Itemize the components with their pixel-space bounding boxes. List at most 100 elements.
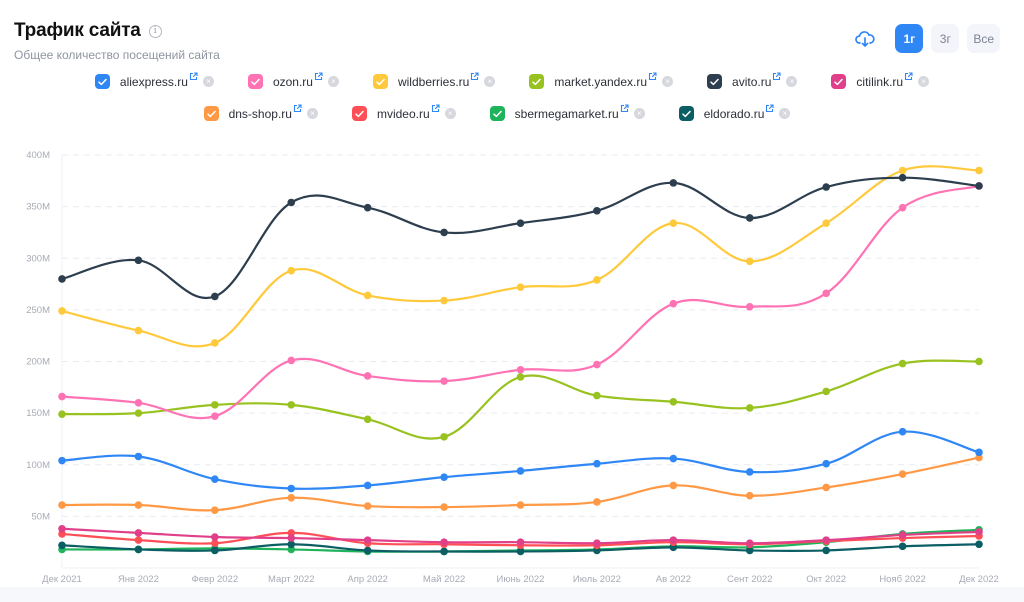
external-link-icon[interactable]	[904, 68, 913, 86]
remove-icon[interactable]: ×	[327, 76, 339, 87]
checkmark-icon	[251, 78, 260, 85]
checkmark-icon	[355, 110, 364, 117]
x-tick-label: Ав 2022	[656, 574, 691, 585]
x-tick-label: Май 2022	[423, 574, 465, 585]
remove-icon[interactable]: ×	[779, 108, 791, 119]
external-link-icon[interactable]	[431, 100, 440, 118]
data-point-citilink-ru	[287, 534, 296, 542]
legend-item: aliexpress.ru ×	[94, 72, 214, 89]
remove-icon[interactable]: ×	[662, 76, 674, 87]
data-point-market-yandex-ru	[363, 415, 372, 424]
external-link-icon[interactable]	[772, 68, 781, 86]
data-point-avito-ru	[363, 203, 372, 212]
remove-icon[interactable]: ×	[484, 76, 496, 87]
remove-icon[interactable]: ×	[786, 76, 798, 87]
legend-label[interactable]: mvideo.ru	[376, 106, 430, 121]
legend-label[interactable]: aliexpress.ru	[119, 74, 188, 89]
data-point-citilink-ru	[440, 538, 448, 546]
data-point-eldorado-ru	[745, 546, 754, 555]
data-point-dns-shop-ru	[440, 503, 448, 511]
data-point-avito-ru	[58, 275, 66, 283]
data-point-avito-ru	[669, 179, 678, 187]
data-point-wildberries-ru	[58, 307, 66, 315]
data-point-market-yandex-ru	[58, 410, 66, 418]
legend-checkbox[interactable]	[707, 74, 723, 89]
data-point-ozon-ru	[822, 289, 830, 298]
legend-checkbox[interactable]	[203, 106, 219, 121]
data-point-citilink-ru	[363, 536, 372, 544]
legend-label[interactable]: dns-shop.ru	[228, 106, 292, 121]
external-link-icon[interactable]	[648, 68, 657, 86]
remove-icon[interactable]: ×	[202, 76, 214, 87]
data-point-wildberries-ru	[134, 326, 143, 335]
period-all-button[interactable]: Все	[967, 24, 1000, 53]
legend-label[interactable]: wildberries.ru	[397, 74, 470, 89]
data-point-citilink-ru	[898, 531, 907, 539]
data-point-dns-shop-ru	[287, 493, 296, 502]
legend-label[interactable]: ozon.ru	[272, 74, 313, 89]
legend-checkbox[interactable]	[831, 74, 847, 89]
legend-item: sbermegamarket.ru ×	[489, 104, 645, 121]
y-tick-label: 200M	[26, 357, 50, 368]
data-point-citilink-ru	[211, 533, 219, 541]
legend-checkbox[interactable]	[489, 106, 505, 121]
data-point-aliexpress-ru	[593, 459, 601, 468]
legend-checkbox[interactable]	[247, 74, 263, 89]
y-tick-label: 50M	[32, 511, 51, 522]
data-point-wildberries-ru	[516, 283, 525, 291]
legend-label[interactable]: market.yandex.ru	[554, 74, 648, 89]
x-tick-label: Сент 2022	[727, 574, 773, 585]
data-point-avito-ru	[975, 182, 983, 190]
legend-checkbox[interactable]	[351, 106, 367, 121]
legend-checkbox[interactable]	[372, 74, 388, 89]
data-point-citilink-ru	[134, 529, 143, 537]
series-line-wildberries-ru	[61, 165, 980, 348]
period-1y-button[interactable]: 1г	[895, 24, 924, 53]
data-point-dns-shop-ru	[898, 470, 907, 478]
external-link-icon[interactable]	[189, 68, 198, 86]
y-tick-label: 100M	[26, 460, 50, 471]
external-link-icon[interactable]	[470, 68, 479, 86]
period-3y-button[interactable]: 3г	[931, 24, 960, 53]
info-icon[interactable]: i	[148, 24, 162, 38]
external-link-icon[interactable]	[765, 100, 774, 118]
data-point-aliexpress-ru	[440, 473, 448, 481]
data-point-dns-shop-ru	[58, 501, 66, 509]
remove-icon[interactable]: ×	[306, 108, 318, 119]
data-point-mvideo-ru	[211, 539, 219, 548]
x-tick-label: Апр 2022	[347, 574, 388, 585]
remove-icon[interactable]: ×	[633, 108, 645, 119]
remove-icon[interactable]: ×	[444, 108, 456, 119]
data-point-eldorado-ru	[440, 547, 448, 556]
data-point-citilink-ru	[58, 524, 66, 533]
legend-label[interactable]: citilink.ru	[856, 74, 904, 89]
data-point-citilink-ru	[745, 539, 754, 548]
y-tick-label: 150M	[26, 408, 50, 419]
data-point-ozon-ru	[898, 203, 907, 212]
legend-label[interactable]: sbermegamarket.ru	[514, 106, 619, 121]
checkmark-icon	[681, 110, 691, 117]
checkmark-icon	[532, 78, 542, 85]
legend-checkbox[interactable]	[678, 106, 694, 121]
data-point-avito-ru	[822, 183, 830, 191]
data-point-wildberries-ru	[211, 339, 219, 347]
legend-label[interactable]: eldorado.ru	[703, 106, 765, 121]
data-point-citilink-ru	[669, 536, 678, 544]
data-point-avito-ru	[745, 214, 754, 222]
data-point-wildberries-ru	[822, 219, 830, 227]
data-point-wildberries-ru	[898, 166, 907, 175]
remove-icon[interactable]: ×	[918, 76, 930, 87]
download-button[interactable]	[851, 25, 879, 53]
data-point-wildberries-ru	[363, 291, 372, 300]
legend-label[interactable]: avito.ru	[732, 74, 772, 89]
checkmark-icon	[710, 78, 719, 85]
y-tick-label: 250M	[26, 305, 50, 316]
external-link-icon[interactable]	[293, 100, 302, 118]
external-link-icon[interactable]	[620, 100, 629, 118]
x-tick-label: Нояб 2022	[879, 574, 926, 585]
legend-checkbox[interactable]	[94, 74, 110, 89]
legend-checkbox[interactable]	[529, 74, 545, 89]
cloud-download-icon	[855, 30, 875, 47]
data-point-market-yandex-ru	[975, 357, 983, 366]
external-link-icon[interactable]	[314, 68, 323, 86]
